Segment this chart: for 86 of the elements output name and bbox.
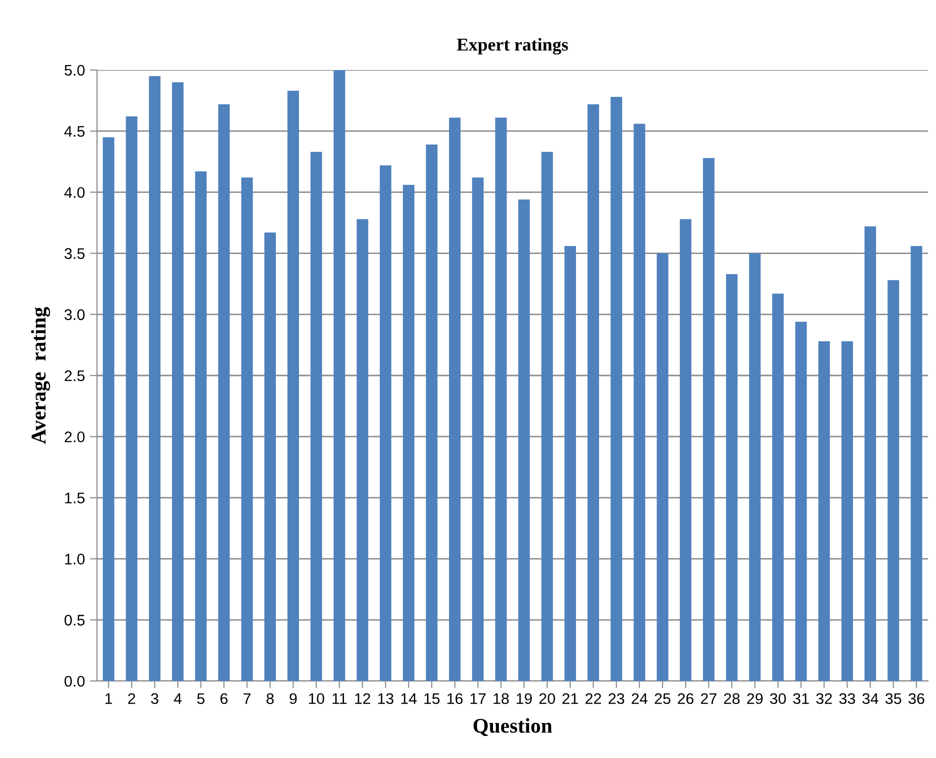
x-tick-label: 16 bbox=[447, 693, 463, 704]
y-tick-label: 1.5 bbox=[65, 492, 85, 504]
bar bbox=[402, 184, 414, 681]
bar bbox=[310, 152, 322, 681]
bar bbox=[888, 280, 900, 681]
bar bbox=[195, 171, 207, 681]
x-tick-label: 32 bbox=[816, 693, 832, 704]
x-tick-label: 34 bbox=[862, 693, 878, 704]
y-tick-label: 3.5 bbox=[64, 248, 85, 259]
bar bbox=[910, 246, 922, 681]
bar bbox=[334, 70, 346, 681]
bar bbox=[726, 274, 738, 681]
bar bbox=[702, 158, 714, 681]
bar bbox=[495, 118, 507, 681]
x-tick-label: 25 bbox=[654, 693, 670, 704]
x-tick-label: 3 bbox=[151, 693, 158, 704]
x-tick-label: 5 bbox=[197, 693, 204, 704]
x-tick-label: 27 bbox=[700, 693, 716, 704]
y-tick-label: 3.0 bbox=[64, 309, 85, 320]
bar bbox=[426, 144, 438, 681]
y-tick-label: 0.0 bbox=[64, 676, 85, 687]
x-tick-label: 36 bbox=[908, 693, 924, 704]
y-tick-label: 4.0 bbox=[64, 187, 85, 198]
x-tick-label: 22 bbox=[586, 693, 602, 704]
y-tick-label: 0.5 bbox=[64, 614, 85, 626]
bar bbox=[680, 219, 692, 681]
x-tick-label: 17 bbox=[470, 693, 486, 704]
bar bbox=[241, 178, 253, 681]
x-tick-label: 8 bbox=[266, 693, 274, 704]
x-tick-label: 33 bbox=[839, 693, 856, 704]
x-tick-label: 9 bbox=[290, 693, 297, 704]
x-tick-label: 24 bbox=[632, 693, 648, 704]
bar bbox=[518, 200, 530, 681]
x-tick-label: 13 bbox=[378, 693, 394, 704]
x-tick-label: 28 bbox=[724, 693, 740, 704]
bar bbox=[656, 253, 668, 681]
x-tick-label: 35 bbox=[885, 693, 902, 704]
bar bbox=[218, 104, 230, 681]
x-tick-label: 7 bbox=[244, 693, 251, 704]
x-tick-label: 1 bbox=[105, 693, 112, 704]
x-tick-label: 15 bbox=[424, 693, 440, 704]
bar bbox=[541, 152, 553, 681]
x-tick-label: 23 bbox=[608, 693, 624, 704]
x-tick-label: 26 bbox=[678, 693, 694, 704]
bar bbox=[380, 165, 392, 681]
chart-title: Expert ratings bbox=[456, 38, 568, 55]
bar bbox=[126, 116, 138, 681]
bar bbox=[588, 104, 600, 681]
bar bbox=[818, 341, 830, 681]
x-tick-label: 21 bbox=[562, 693, 578, 704]
y-tick-label: 1.0 bbox=[65, 554, 85, 564]
x-tick-label: 10 bbox=[308, 693, 324, 704]
x-tick-label: 12 bbox=[355, 693, 370, 704]
bar bbox=[472, 178, 484, 681]
x-tick-label: 6 bbox=[220, 693, 228, 704]
y-tick-label: 2.0 bbox=[64, 431, 85, 442]
x-tick-label: 29 bbox=[747, 693, 763, 704]
bar bbox=[634, 124, 646, 681]
y-tick-label: 2.5 bbox=[64, 370, 85, 382]
bar bbox=[148, 76, 160, 681]
x-tick-label: 2 bbox=[128, 693, 136, 704]
bar bbox=[772, 294, 784, 681]
x-tick-label: 4 bbox=[174, 693, 182, 704]
bar bbox=[449, 118, 461, 681]
bar bbox=[841, 341, 853, 681]
bar bbox=[264, 232, 276, 681]
x-tick-label: 31 bbox=[793, 693, 809, 704]
x-tick-label: 14 bbox=[401, 693, 417, 704]
bar bbox=[864, 226, 876, 681]
x-tick-label: 20 bbox=[539, 693, 556, 704]
x-tick-label: 11 bbox=[332, 693, 347, 704]
bar bbox=[749, 253, 761, 681]
bar bbox=[610, 96, 622, 681]
y-tick-label: 5.0 bbox=[64, 64, 85, 76]
bar bbox=[356, 219, 368, 681]
y-tick-label: 4.5 bbox=[64, 126, 85, 137]
bar bbox=[287, 90, 299, 681]
x-tick-label: 30 bbox=[770, 693, 786, 704]
y-axis-title: Average rating bbox=[31, 307, 50, 444]
x-tick-label: 19 bbox=[516, 693, 532, 704]
bar bbox=[102, 137, 114, 681]
x-tick-label: 18 bbox=[494, 693, 509, 704]
bar bbox=[795, 322, 807, 681]
bar bbox=[564, 246, 576, 681]
bar bbox=[172, 82, 184, 681]
x-axis-title: Question bbox=[474, 718, 552, 736]
